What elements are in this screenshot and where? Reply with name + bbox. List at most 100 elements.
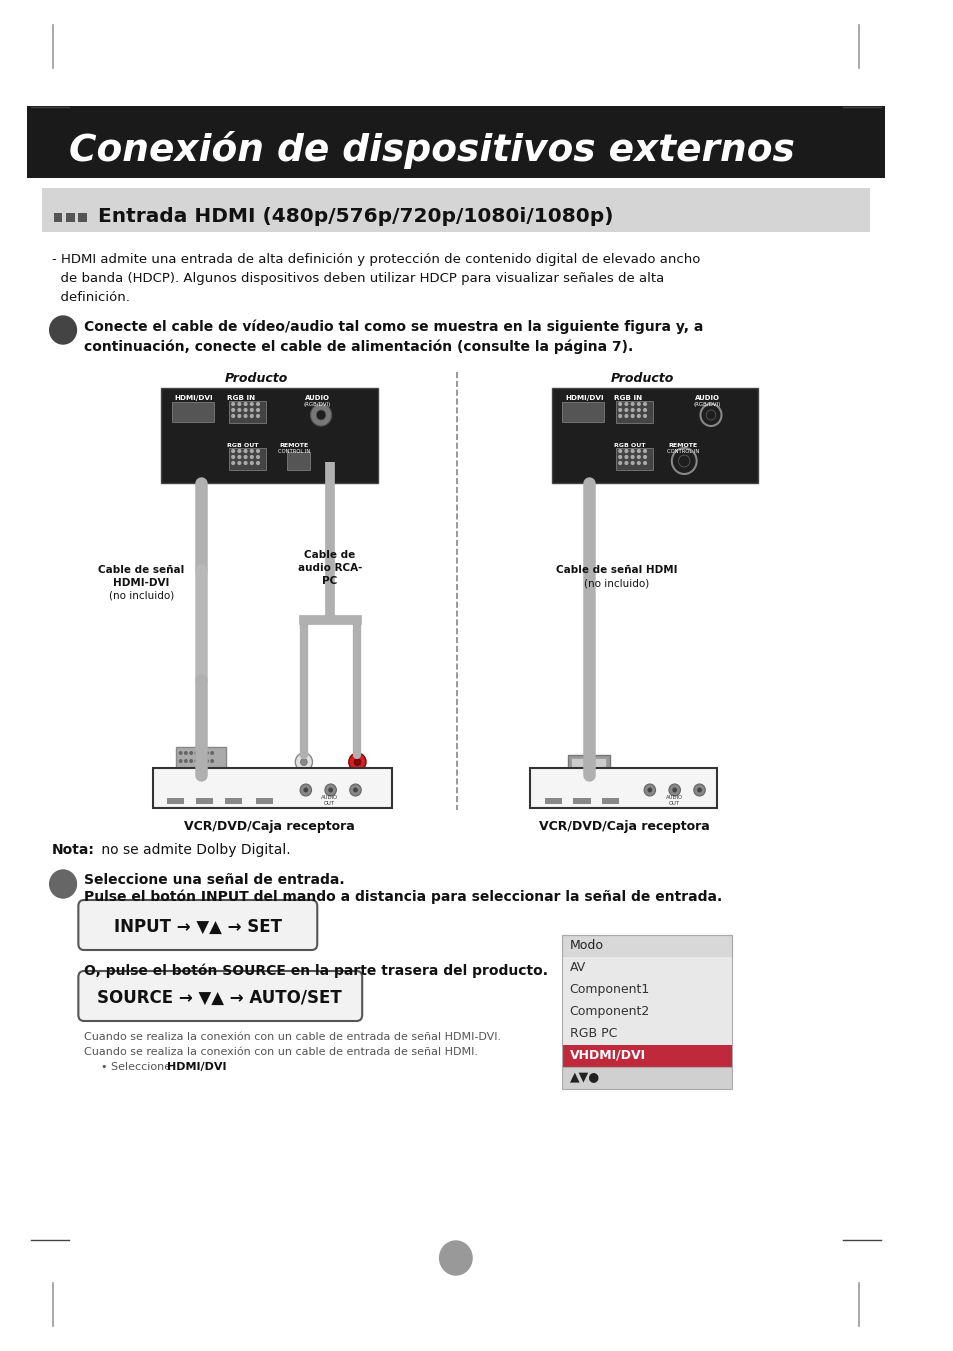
Text: Cable de señal HDMI: Cable de señal HDMI [555, 565, 677, 576]
Bar [530, 767, 716, 808]
Circle shape [200, 751, 203, 754]
Bar [571, 758, 605, 771]
Bar [552, 388, 757, 484]
Circle shape [637, 403, 639, 405]
Bar [601, 798, 618, 804]
Circle shape [251, 455, 253, 458]
Circle shape [637, 462, 639, 465]
Circle shape [238, 403, 240, 405]
Circle shape [256, 415, 259, 417]
Circle shape [251, 403, 253, 405]
Bar [561, 957, 731, 979]
Bar [255, 798, 273, 804]
Text: RGB IN: RGB IN [227, 394, 255, 401]
Text: Conexión de dispositivos externos: Conexión de dispositivos externos [69, 131, 794, 169]
Circle shape [349, 753, 366, 771]
Bar [167, 798, 184, 804]
Circle shape [238, 462, 240, 465]
Circle shape [311, 404, 332, 426]
Circle shape [195, 767, 197, 770]
Circle shape [643, 462, 646, 465]
Circle shape [325, 784, 336, 796]
Bar [66, 213, 74, 222]
Circle shape [232, 455, 234, 458]
Text: Entrada HDMI (480p/576p/720p/1080i/1080p): Entrada HDMI (480p/576p/720p/1080i/1080p… [98, 207, 614, 226]
Bar [544, 798, 561, 804]
Text: (no incluido): (no incluido) [583, 578, 648, 588]
Circle shape [328, 788, 333, 793]
Circle shape [200, 767, 203, 770]
Bar [160, 388, 378, 484]
Bar [616, 401, 652, 423]
Circle shape [643, 415, 646, 417]
Circle shape [206, 751, 208, 754]
Bar [229, 401, 265, 423]
Circle shape [300, 784, 312, 796]
Circle shape [232, 415, 234, 417]
Circle shape [244, 415, 247, 417]
Bar [42, 188, 869, 232]
Circle shape [190, 767, 193, 770]
Circle shape [211, 767, 213, 770]
Circle shape [244, 403, 247, 405]
Circle shape [185, 767, 187, 770]
Text: HDMI-DVI: HDMI-DVI [113, 578, 170, 588]
Text: HDMI/DVI: HDMI/DVI [565, 394, 604, 401]
Text: Seleccione una señal de entrada.: Seleccione una señal de entrada. [84, 873, 344, 888]
Text: Cable de: Cable de [304, 550, 355, 561]
Text: PC: PC [322, 576, 337, 586]
Text: ▲▼●: ▲▼● [569, 1071, 599, 1084]
Text: Producto: Producto [224, 372, 288, 385]
Text: 14: 14 [446, 1246, 465, 1260]
Circle shape [631, 415, 634, 417]
Circle shape [238, 455, 240, 458]
Bar [616, 449, 652, 470]
Bar [78, 213, 87, 222]
Text: AUDIO: AUDIO [694, 394, 719, 401]
Bar [175, 747, 225, 775]
Circle shape [206, 759, 208, 762]
Circle shape [256, 462, 259, 465]
Circle shape [672, 788, 677, 793]
Circle shape [618, 403, 621, 405]
Circle shape [624, 408, 627, 412]
Text: (RGB/DVI): (RGB/DVI) [303, 403, 331, 407]
Text: RGB IN: RGB IN [614, 394, 642, 401]
Circle shape [631, 403, 634, 405]
Circle shape [185, 759, 187, 762]
Circle shape [244, 408, 247, 412]
Circle shape [303, 788, 308, 793]
Circle shape [179, 759, 182, 762]
Circle shape [256, 403, 259, 405]
Circle shape [643, 455, 646, 458]
Circle shape [631, 450, 634, 453]
Circle shape [185, 751, 187, 754]
Circle shape [353, 788, 357, 793]
Bar [561, 935, 731, 957]
Text: AUDIO
OUT: AUDIO OUT [321, 794, 338, 805]
Bar [561, 935, 731, 1067]
Text: RGB PC: RGB PC [569, 1027, 617, 1040]
Circle shape [232, 408, 234, 412]
Text: Cuando se realiza la conexión con un cable de entrada de señal HDMI.: Cuando se realiza la conexión con un cab… [84, 1047, 477, 1056]
Circle shape [624, 450, 627, 453]
Text: Producto: Producto [610, 372, 673, 385]
Text: CONTROL IN: CONTROL IN [278, 449, 310, 454]
Text: VCR/DVD/Caja receptora: VCR/DVD/Caja receptora [538, 820, 709, 834]
Circle shape [631, 408, 634, 412]
Circle shape [295, 753, 313, 771]
Text: VHDMI/DVI: VHDMI/DVI [569, 1048, 645, 1062]
Circle shape [238, 450, 240, 453]
Circle shape [244, 462, 247, 465]
Circle shape [618, 408, 621, 412]
Circle shape [637, 408, 639, 412]
Bar [152, 767, 392, 808]
Circle shape [256, 450, 259, 453]
Circle shape [50, 316, 76, 345]
Circle shape [697, 788, 701, 793]
Text: - HDMI admite una entrada de alta definición y protección de contenido digital d: - HDMI admite una entrada de alta defini… [51, 253, 700, 266]
Text: (no incluido): (no incluido) [109, 590, 173, 601]
Bar [561, 1046, 731, 1067]
Circle shape [618, 455, 621, 458]
Circle shape [256, 455, 259, 458]
